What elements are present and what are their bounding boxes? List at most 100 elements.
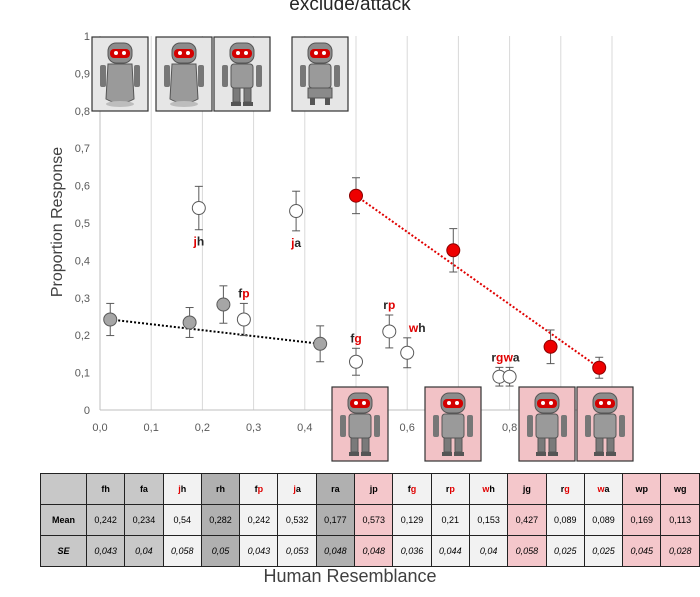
robot-leg [361,437,370,453]
data-point-jh [191,201,206,216]
mean-cell: 0,282 [200,504,241,536]
se-cell: 0,053 [277,535,317,567]
scatter-plot: 0 0,1 0,2 0,3 0,4 0,5 0,6 0,7 0,8 0,9 1 0,0 0,1 0,2 0,… [75,31,634,462]
se-cell: 0,05 [200,535,241,567]
robot-body [308,63,332,89]
column-header-cell: jh [162,473,202,505]
robot-foot [454,452,464,456]
data-point-rh [216,297,231,312]
robot-foot [606,452,616,456]
label-letter: g [496,350,503,364]
mean-cell: 0,177 [315,504,356,536]
robot-body [230,63,254,89]
y-tick-label: 0,4 [75,255,90,267]
se-cell: 0,058 [162,535,202,567]
mean-cell: 0,129 [392,504,432,536]
robot-body [535,413,559,439]
table-header-row: fh fa jh rh fp ja ra jp fg rp wh jg rg wa wp wg [40,473,700,505]
trendline [110,318,321,345]
column-header-cell: wh [468,473,509,505]
mean-cell: 0,234 [124,504,164,536]
mean-cell: 0,427 [507,504,547,536]
robot-shadow [106,101,134,107]
robot-face [443,399,463,408]
x-tick-label: 0,0 [92,422,107,434]
header-letters: a [604,484,610,494]
label-letter: h [418,321,425,335]
header-letters: j [293,484,296,494]
header-letters: fa [139,484,148,494]
y-tick-label: 0,1 [75,368,90,380]
robot-icon [100,42,140,107]
robot-eye [607,401,611,405]
header-letters: ra [331,484,340,494]
point-label-fg: fg [350,331,361,345]
mean-cell: 0,089 [583,504,624,536]
robot-face [350,399,370,408]
mean-cell: 0,242 [239,504,279,536]
robot-face [174,49,194,58]
label-letter: f [238,286,243,300]
robot-ra-image [291,36,349,112]
se-cell: 0,04 [468,535,509,567]
robot-wp-image [518,386,576,462]
header-letters: g [410,484,417,494]
mean-cell: 0,573 [354,504,394,536]
column-header-cell: fg [392,473,432,505]
robot-arm [561,415,567,437]
robot-eye [447,401,451,405]
label-letter: j [290,236,294,250]
label-letter: a [513,350,520,364]
header-letters: wp [635,484,649,494]
mean-cell: 0,169 [622,504,662,536]
robot-icon [340,392,380,456]
robot-base [307,87,333,99]
robot-foot [349,452,359,456]
robot-foot [231,102,241,106]
robot-fa-image [155,36,213,112]
header-letters: p [449,484,455,494]
robot-arm [164,65,170,87]
mean-cell: 0,242 [85,504,126,536]
robot-foot [243,102,253,106]
y-tick-label: 0,3 [75,293,90,305]
row-label-mean: Mean [40,504,87,536]
header-letters: w [597,484,605,494]
header-letters: r [560,484,565,494]
se-cell: 0,043 [85,535,126,567]
data-point-wh [400,345,415,360]
table-corner-cell [40,473,87,505]
column-header-cell: fh [85,473,126,505]
point-label-wh: wh [408,321,426,335]
robot-leg [350,437,359,453]
x-tick-label: 0,6 [400,422,415,434]
label-letter: g [354,331,361,345]
label-letter: w [408,321,419,335]
trendlines [110,194,600,369]
robot-leg [595,437,604,453]
mean-cell: 0,21 [430,504,470,536]
trendline [355,194,600,369]
label-letter: h [197,235,204,249]
robot-arm [256,65,262,87]
robot-eye [362,401,366,405]
robot-icon [585,392,625,456]
gridlines [150,36,613,410]
label-letter: r [383,298,388,312]
x-tick-label: 0,3 [246,422,261,434]
robot-eye [186,51,190,55]
header-letters: g [564,484,570,494]
point-label-jh: jh [192,235,204,249]
label-letter: r [491,350,496,364]
x-tick-label: 0,2 [195,422,210,434]
se-cell: 0,048 [354,535,394,567]
column-header-cell: jg [507,473,547,505]
se-cell: 0,036 [392,535,432,567]
robot-body [441,413,465,439]
robot-face [110,49,130,58]
y-tick-label: 0,6 [75,181,90,193]
robot-arm [222,65,228,87]
robot-face [537,399,557,408]
robot-body [105,63,135,104]
robot-eye [122,51,126,55]
